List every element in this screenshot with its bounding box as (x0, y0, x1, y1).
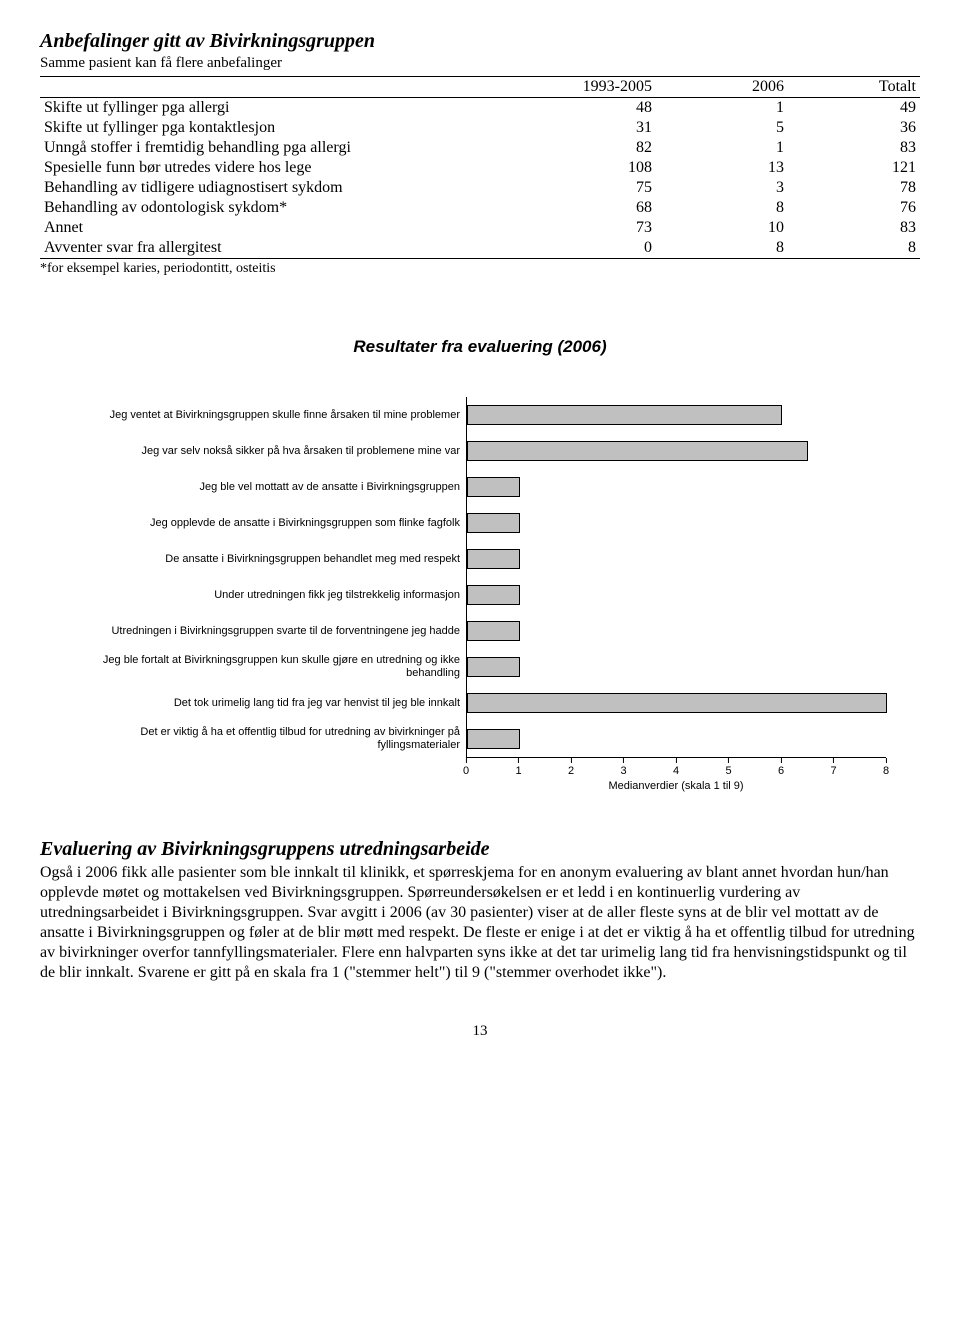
chart-x-tick: 7 (830, 758, 836, 777)
chart-bar (467, 693, 887, 713)
table-cell: 5 (656, 118, 788, 138)
chart-bar-label: Jeg ventet at Bivirkningsgruppen skulle … (70, 397, 460, 433)
section2-body: Også i 2006 fikk alle pasienter som ble … (40, 863, 920, 983)
chart-bar-label: Det er viktig å ha et offentlig tilbud f… (70, 721, 460, 757)
chart-x-tick: 4 (673, 758, 679, 777)
chart-x-tick: 1 (515, 758, 521, 777)
table-row: Behandling av tidligere udiagnostisert s… (40, 178, 920, 198)
chart-bar-label: Jeg ble fortalt at Bivirkningsgruppen ku… (70, 649, 460, 685)
chart-bar-label: Under utredningen fikk jeg tilstrekkelig… (70, 577, 460, 613)
chart-x-tick: 8 (883, 758, 889, 777)
table-row-label: Avventer svar fra allergitest (40, 238, 524, 259)
table-col-header (40, 77, 524, 98)
table-cell: 82 (524, 138, 656, 158)
table-cell: 68 (524, 198, 656, 218)
chart-bar-row (467, 397, 887, 433)
chart-x-tick: 2 (568, 758, 574, 777)
table-cell: 49 (788, 98, 920, 119)
table-row-label: Spesielle funn bør utredes videre hos le… (40, 158, 524, 178)
chart-x-tick: 5 (725, 758, 731, 777)
chart-bar (467, 657, 520, 677)
table-row: Avventer svar fra allergitest088 (40, 238, 920, 259)
chart-bar (467, 405, 782, 425)
section1-heading: Anbefalinger gitt av Bivirkningsgruppen (40, 30, 920, 53)
chart-bar (467, 549, 520, 569)
table-footnote: *for eksempel karies, periodontitt, oste… (40, 261, 920, 277)
table-row: Skifte ut fyllinger pga kontaktlesjon315… (40, 118, 920, 138)
chart-bar-label: Jeg opplevde de ansatte i Bivirkningsgru… (70, 505, 460, 541)
table-cell: 1 (656, 138, 788, 158)
chart-bar-row (467, 685, 887, 721)
chart-bar (467, 513, 520, 533)
table-cell: 75 (524, 178, 656, 198)
table-cell: 78 (788, 178, 920, 198)
table-cell: 36 (788, 118, 920, 138)
chart-bar-row (467, 433, 887, 469)
table-cell: 108 (524, 158, 656, 178)
chart-bar-label: Utredningen i Bivirkningsgruppen svarte … (70, 613, 460, 649)
table-row-label: Skifte ut fyllinger pga allergi (40, 98, 524, 119)
chart-x-tick: 6 (778, 758, 784, 777)
table-cell: 83 (788, 138, 920, 158)
table-cell: 3 (656, 178, 788, 198)
table-cell: 8 (788, 238, 920, 259)
evaluation-chart: Resultater fra evaluering (2006) Jeg ven… (70, 337, 890, 798)
table-row: Spesielle funn bør utredes videre hos le… (40, 158, 920, 178)
table-row-label: Unngå stoffer i fremtidig behandling pga… (40, 138, 524, 158)
table-col-header: Totalt (788, 77, 920, 98)
table-cell: 1 (656, 98, 788, 119)
table-cell: 76 (788, 198, 920, 218)
chart-bar (467, 621, 520, 641)
table-cell: 13 (656, 158, 788, 178)
chart-bar (467, 441, 808, 461)
table-row: Unngå stoffer i fremtidig behandling pga… (40, 138, 920, 158)
chart-x-tick: 0 (463, 758, 469, 777)
chart-bar (467, 585, 520, 605)
table-cell: 31 (524, 118, 656, 138)
chart-bar-label: Jeg ble vel mottatt av de ansatte i Bivi… (70, 469, 460, 505)
chart-bar-label: De ansatte i Bivirkningsgruppen behandle… (70, 541, 460, 577)
table-row-label: Behandling av tidligere udiagnostisert s… (40, 178, 524, 198)
table-row: Annet731083 (40, 218, 920, 238)
table-row: Behandling av odontologisk sykdom*68876 (40, 198, 920, 218)
chart-bar-row (467, 613, 887, 649)
table-cell: 121 (788, 158, 920, 178)
chart-bar-label: Jeg var selv nokså sikker på hva årsaken… (70, 433, 460, 469)
table-cell: 83 (788, 218, 920, 238)
chart-bar-row (467, 505, 887, 541)
chart-bar-row (467, 649, 887, 685)
table-cell: 10 (656, 218, 788, 238)
chart-bar-row (467, 577, 887, 613)
table-row-label: Behandling av odontologisk sykdom* (40, 198, 524, 218)
table-col-header: 1993-2005 (524, 77, 656, 98)
table-row-label: Annet (40, 218, 524, 238)
table-cell: 0 (524, 238, 656, 259)
chart-bar (467, 729, 520, 749)
chart-axis-label: Medianverdier (skala 1 til 9) (466, 780, 886, 792)
table-cell: 8 (656, 198, 788, 218)
recommendations-table: 1993-20052006Totalt Skifte ut fyllinger … (40, 76, 920, 259)
chart-x-tick: 3 (620, 758, 626, 777)
page-number: 13 (40, 1023, 920, 1040)
table-cell: 73 (524, 218, 656, 238)
section2-heading: Evaluering av Bivirkningsgruppens utredn… (40, 838, 920, 861)
chart-bar-row (467, 721, 887, 757)
chart-bar-row (467, 469, 887, 505)
chart-bar-label: Det tok urimelig lang tid fra jeg var he… (70, 685, 460, 721)
chart-bar (467, 477, 520, 497)
table-row: Skifte ut fyllinger pga allergi48149 (40, 98, 920, 119)
section1-subtitle: Samme pasient kan få flere anbefalinger (40, 55, 920, 72)
chart-title: Resultater fra evaluering (2006) (70, 337, 890, 357)
table-col-header: 2006 (656, 77, 788, 98)
table-row-label: Skifte ut fyllinger pga kontaktlesjon (40, 118, 524, 138)
chart-bar-row (467, 541, 887, 577)
table-cell: 8 (656, 238, 788, 259)
table-cell: 48 (524, 98, 656, 119)
